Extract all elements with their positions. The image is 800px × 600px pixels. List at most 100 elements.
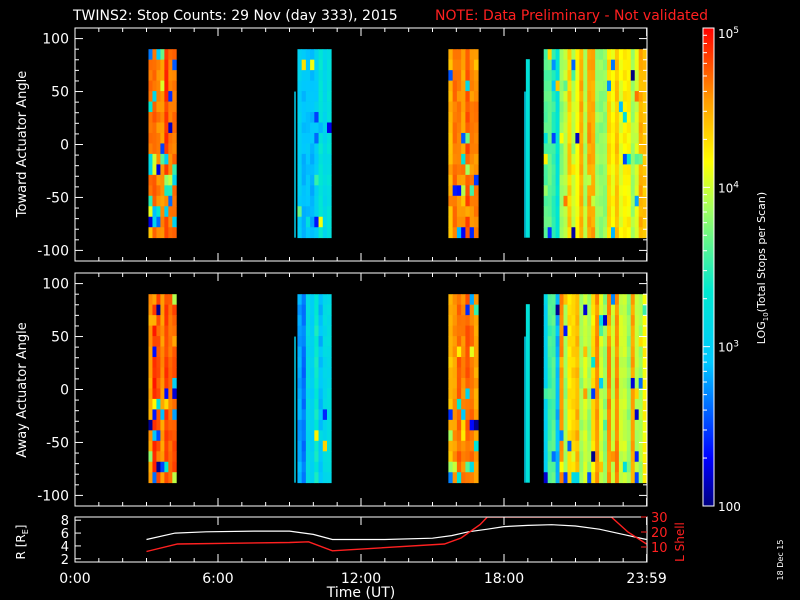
heatmap-cell bbox=[575, 377, 580, 389]
heatmap-cell bbox=[626, 80, 632, 92]
heatmap-cell bbox=[322, 357, 328, 368]
heatmap-cell bbox=[314, 91, 319, 102]
heatmap-cell bbox=[626, 367, 632, 379]
heatmap-cell bbox=[599, 206, 604, 218]
heatmap-cell bbox=[314, 388, 319, 400]
heatmap-cell bbox=[614, 409, 620, 421]
heatmap-cell bbox=[591, 49, 596, 61]
heatmap-cell bbox=[622, 185, 628, 197]
heatmap-cell bbox=[456, 325, 462, 337]
heatmap-cell bbox=[599, 472, 604, 484]
heatmap-cell bbox=[164, 472, 169, 484]
heatmap-cell bbox=[305, 80, 311, 92]
heatmap-cell bbox=[634, 440, 640, 452]
heatmap-cell bbox=[168, 294, 173, 306]
heatmap-cell bbox=[448, 388, 454, 400]
radius-y-tick-label: 8 bbox=[61, 514, 69, 529]
heatmap-cell bbox=[638, 409, 644, 421]
heatmap-cell bbox=[318, 388, 324, 400]
heatmap-cell bbox=[456, 336, 462, 347]
heatmap-cell bbox=[318, 143, 324, 155]
heatmap-cell bbox=[603, 49, 608, 61]
heatmap-cell bbox=[614, 59, 620, 71]
heatmap-cell bbox=[607, 206, 612, 218]
heatmap-cell bbox=[326, 227, 332, 239]
heatmap-cell bbox=[148, 153, 153, 165]
heatmap-cell bbox=[583, 430, 588, 442]
heatmap-cell bbox=[587, 398, 592, 410]
heatmap-cell bbox=[164, 185, 169, 197]
heatmap-cell bbox=[456, 112, 462, 123]
heatmap-cell bbox=[314, 461, 319, 473]
heatmap-cell bbox=[583, 461, 588, 473]
heatmap-cell bbox=[567, 398, 572, 410]
heatmap-cell bbox=[626, 153, 632, 165]
heatmap-cell bbox=[543, 409, 549, 421]
heatmap-cell bbox=[160, 164, 165, 176]
heatmap-cell bbox=[461, 315, 466, 327]
heatmap-cell bbox=[614, 304, 620, 316]
heatmap-cell bbox=[626, 315, 632, 327]
heatmap-cell bbox=[172, 80, 177, 92]
heatmap-cell bbox=[555, 440, 560, 452]
heatmap-cell bbox=[314, 185, 319, 197]
y-tick-label: 50 bbox=[51, 330, 69, 346]
heatmap-cell bbox=[322, 451, 328, 463]
heatmap-cell bbox=[156, 388, 161, 400]
heatmap-cell bbox=[301, 195, 307, 207]
heatmap-cell bbox=[571, 419, 576, 431]
heatmap-cell bbox=[626, 472, 632, 484]
heatmap-cell bbox=[559, 49, 564, 61]
heatmap-cell bbox=[583, 174, 588, 186]
heatmap-cell bbox=[642, 388, 648, 400]
heatmap-cell bbox=[555, 132, 560, 144]
heatmap-cell bbox=[579, 336, 584, 347]
heatmap-cell bbox=[547, 112, 553, 123]
heatmap-cell bbox=[579, 195, 584, 207]
heatmap-cell bbox=[164, 461, 169, 473]
heatmap-cell bbox=[469, 132, 475, 144]
heatmap-cell bbox=[156, 70, 161, 82]
heatmap-cell bbox=[587, 122, 592, 134]
heatmap-cell bbox=[583, 409, 588, 421]
heatmap-cell bbox=[160, 122, 165, 134]
heatmap-cell bbox=[314, 70, 319, 82]
heatmap-cell bbox=[456, 357, 462, 368]
heatmap-cell bbox=[322, 346, 328, 358]
heatmap-cell bbox=[473, 304, 479, 316]
heatmap-cell bbox=[148, 70, 153, 82]
heatmap-cell bbox=[318, 101, 324, 113]
heatmap-cell bbox=[156, 153, 161, 165]
heatmap-cell bbox=[551, 304, 556, 316]
heatmap-cell bbox=[461, 59, 466, 71]
heatmap-cell bbox=[587, 59, 592, 71]
heatmap-cell bbox=[630, 388, 636, 400]
heatmap-cell bbox=[452, 227, 458, 239]
heatmap-cell bbox=[456, 304, 462, 316]
heatmap-cell bbox=[555, 357, 560, 368]
heatmap-cell bbox=[626, 91, 632, 102]
radius-y-tick-label: 6 bbox=[61, 527, 69, 542]
heatmap-cell bbox=[595, 153, 600, 165]
heatmap-cell bbox=[579, 472, 584, 484]
date-stamp: 18 Dec 15 bbox=[776, 540, 785, 581]
heatmap-cell bbox=[314, 367, 319, 379]
heatmap-cell bbox=[638, 472, 644, 484]
heatmap-cell bbox=[634, 357, 640, 368]
heatmap-cell bbox=[595, 122, 600, 134]
heatmap-cell bbox=[591, 294, 596, 306]
heatmap-cell bbox=[152, 227, 157, 239]
heatmap-cell bbox=[559, 451, 564, 463]
heatmap-cell bbox=[555, 304, 560, 316]
heatmap-cell bbox=[310, 91, 315, 102]
heatmap-cell bbox=[571, 315, 576, 327]
heatmap-cell bbox=[607, 216, 612, 228]
heatmap-cell bbox=[603, 132, 608, 144]
heatmap-cell bbox=[563, 398, 568, 410]
heatmap-cell bbox=[575, 70, 580, 82]
heatmap-cell bbox=[571, 304, 576, 316]
heatmap-cell bbox=[638, 164, 644, 176]
heatmap-cell bbox=[168, 59, 173, 71]
heatmap-cell bbox=[152, 336, 157, 347]
heatmap-cell bbox=[595, 388, 600, 400]
